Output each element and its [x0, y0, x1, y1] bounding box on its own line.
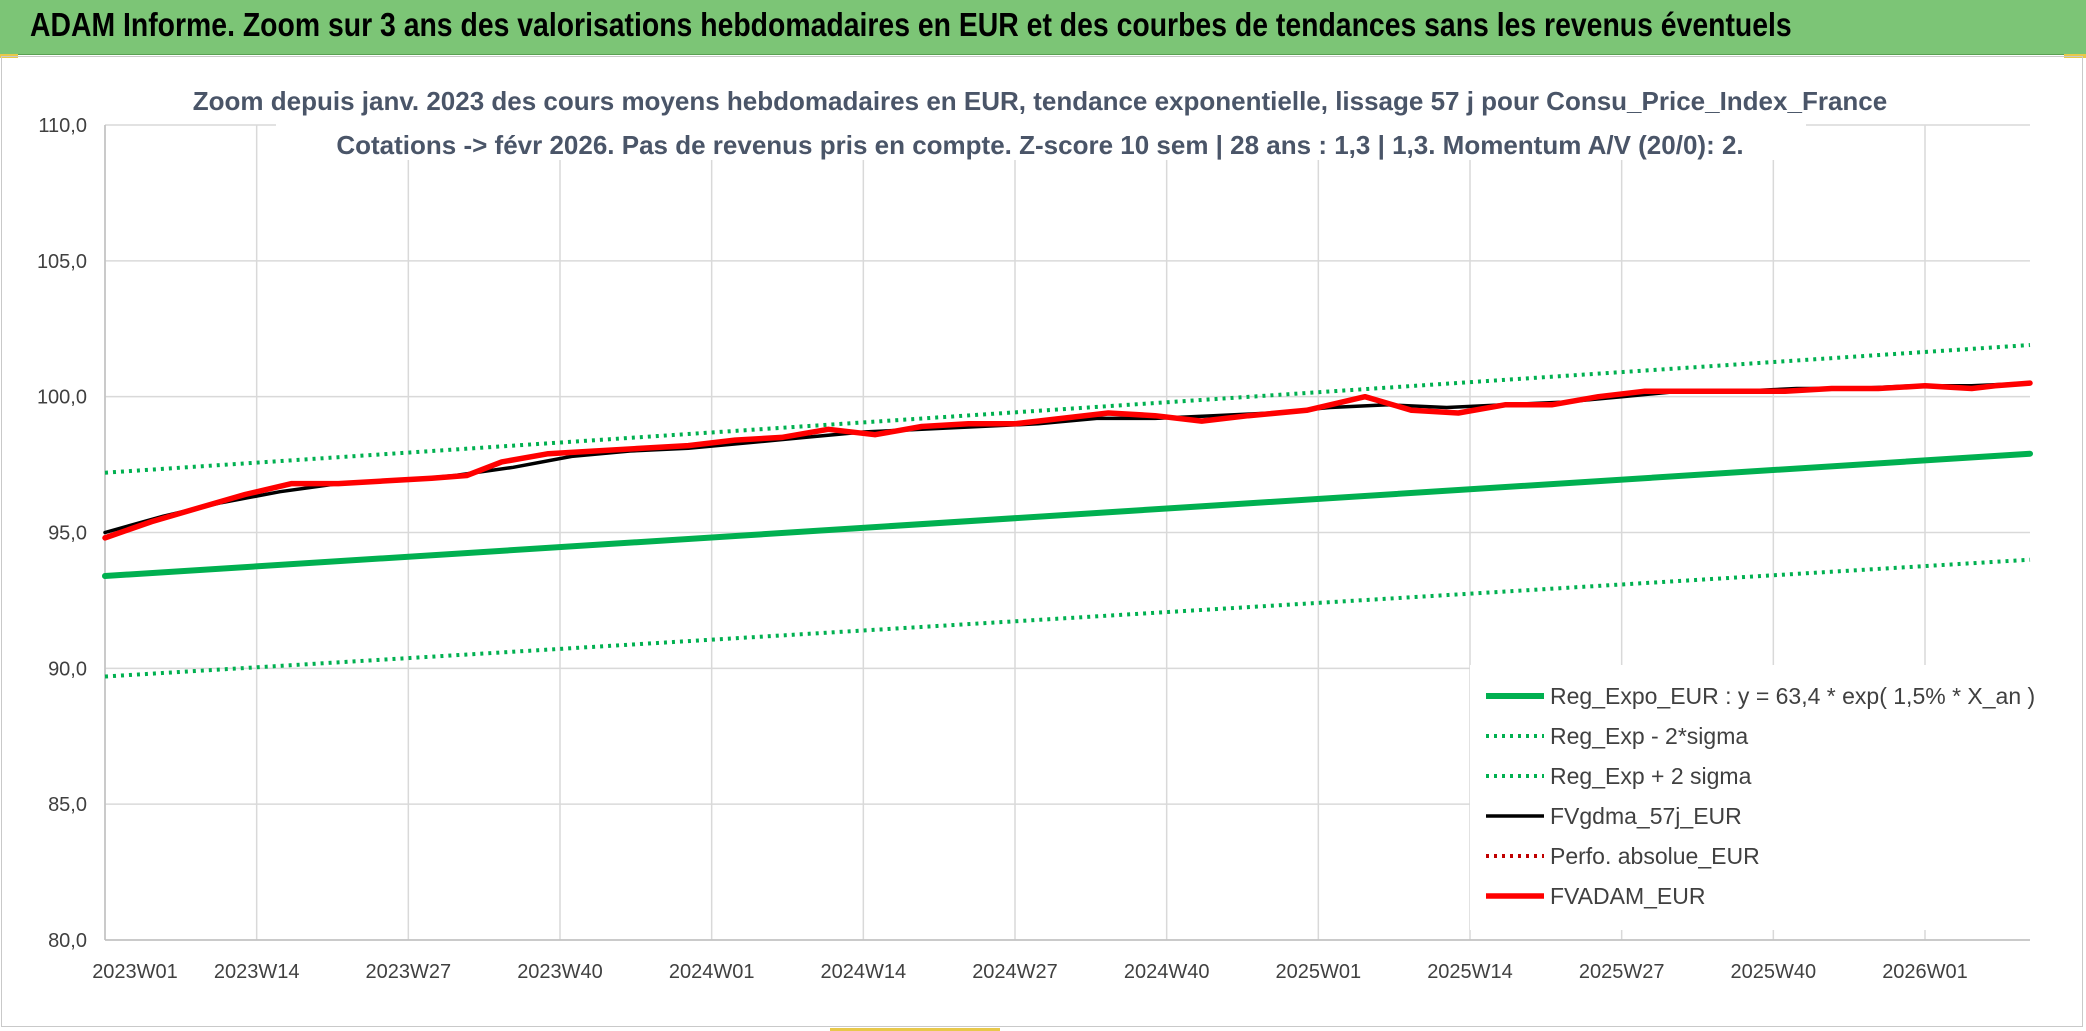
bottom-accent	[830, 1028, 1000, 1031]
header-banner: ADAM Informe. Zoom sur 3 ans des valoris…	[0, 0, 2086, 55]
x-tick-label: 2024W27	[972, 961, 1058, 983]
series-layer	[102, 343, 2033, 679]
legend-background	[1470, 665, 2030, 930]
legend-label: Perfo. absolue_EUR	[1550, 843, 1760, 869]
legend-label: Reg_Exp - 2*sigma	[1550, 723, 1748, 749]
y-tick-label: 105,0	[37, 251, 87, 273]
x-tick-label: 2025W01	[1276, 961, 1362, 983]
series-line-3	[103, 381, 2032, 535]
series-line-5	[102, 380, 2033, 541]
series-line-0	[102, 450, 2033, 579]
series-line-2	[104, 343, 2031, 475]
y-tick-label: 110,0	[38, 115, 87, 137]
gridlines	[104, 124, 2030, 941]
legend-label: FVADAM_EUR	[1550, 883, 1706, 909]
y-tick-label: 100,0	[37, 387, 87, 409]
x-tick-label: 2023W40	[517, 961, 603, 983]
series-line-1	[104, 557, 2031, 679]
y-tick-label: 80,0	[48, 930, 87, 952]
chart-frame	[1, 56, 2083, 1027]
y-tick-label: 90,0	[48, 658, 87, 680]
page-title: ADAM Informe. Zoom sur 3 ans des valoris…	[30, 6, 1792, 43]
x-tick-label: 2025W27	[1579, 961, 1665, 983]
legend-label: Reg_Exp + 2 sigma	[1550, 763, 1752, 789]
y-axis-ticks: 80,0 85,0 90,0 95,0 100,0 105,0 110,0	[37, 115, 87, 952]
x-tick-label: 2024W01	[669, 961, 755, 983]
x-tick-label: 2023W01	[92, 961, 178, 983]
x-tick-label: 2023W14	[214, 961, 300, 983]
x-tick-label: 2024W40	[1124, 961, 1210, 983]
title-background	[276, 80, 1806, 160]
chart-title-line2: Cotations -> févr 2026. Pas de revenus p…	[336, 130, 1743, 160]
x-tick-label: 2025W14	[1427, 961, 1513, 983]
chart-title-line1: Zoom depuis janv. 2023 des cours moyens …	[193, 86, 1887, 116]
y-tick-label: 85,0	[48, 794, 87, 816]
x-tick-label: 2024W14	[821, 961, 907, 983]
x-axis-ticks: 2023W01 2023W14 2023W27 2023W40 2024W01 2024W…	[92, 961, 1968, 983]
x-tick-label: 2025W40	[1731, 961, 1817, 983]
legend-label: FVgdma_57j_EUR	[1550, 803, 1742, 829]
y-tick-label: 95,0	[48, 523, 87, 545]
legend: Reg_Expo_EUR : y = 63,4 * exp( 1,5% * X_…	[1470, 665, 2035, 930]
x-tick-label: 2026W01	[1882, 961, 1968, 983]
legend-label: Reg_Expo_EUR : y = 63,4 * exp( 1,5% * X_…	[1550, 683, 2035, 709]
x-tick-label: 2023W27	[366, 961, 452, 983]
